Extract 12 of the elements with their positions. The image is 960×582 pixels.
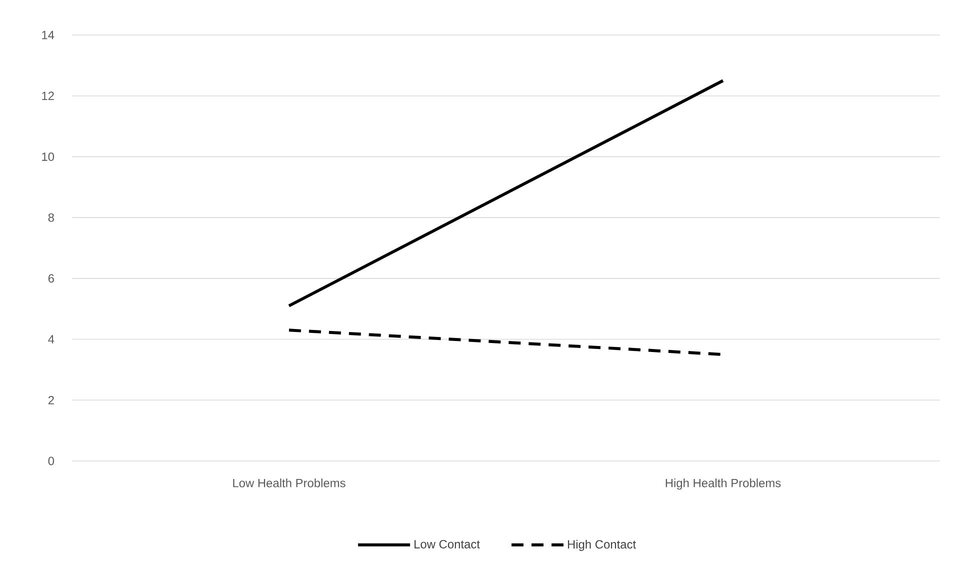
y-tick-label: 10 bbox=[42, 152, 54, 161]
x-tick-label: Low Health Problems bbox=[233, 478, 346, 488]
x-tick-label: High Health Problems bbox=[666, 478, 781, 490]
legend-label: High Contact bbox=[568, 540, 636, 551]
y-tick-label: 14 bbox=[42, 30, 54, 40]
y-tick-label: 6 bbox=[48, 274, 54, 283]
y-tick-label: 4 bbox=[48, 335, 54, 344]
y-tick-label: 0 bbox=[48, 456, 54, 466]
y-tick-label: 2 bbox=[48, 396, 54, 404]
legend-label: Low Contact bbox=[414, 540, 480, 548]
y-tick-label: 8 bbox=[48, 213, 54, 222]
y-tick-label: 12 bbox=[42, 92, 54, 100]
